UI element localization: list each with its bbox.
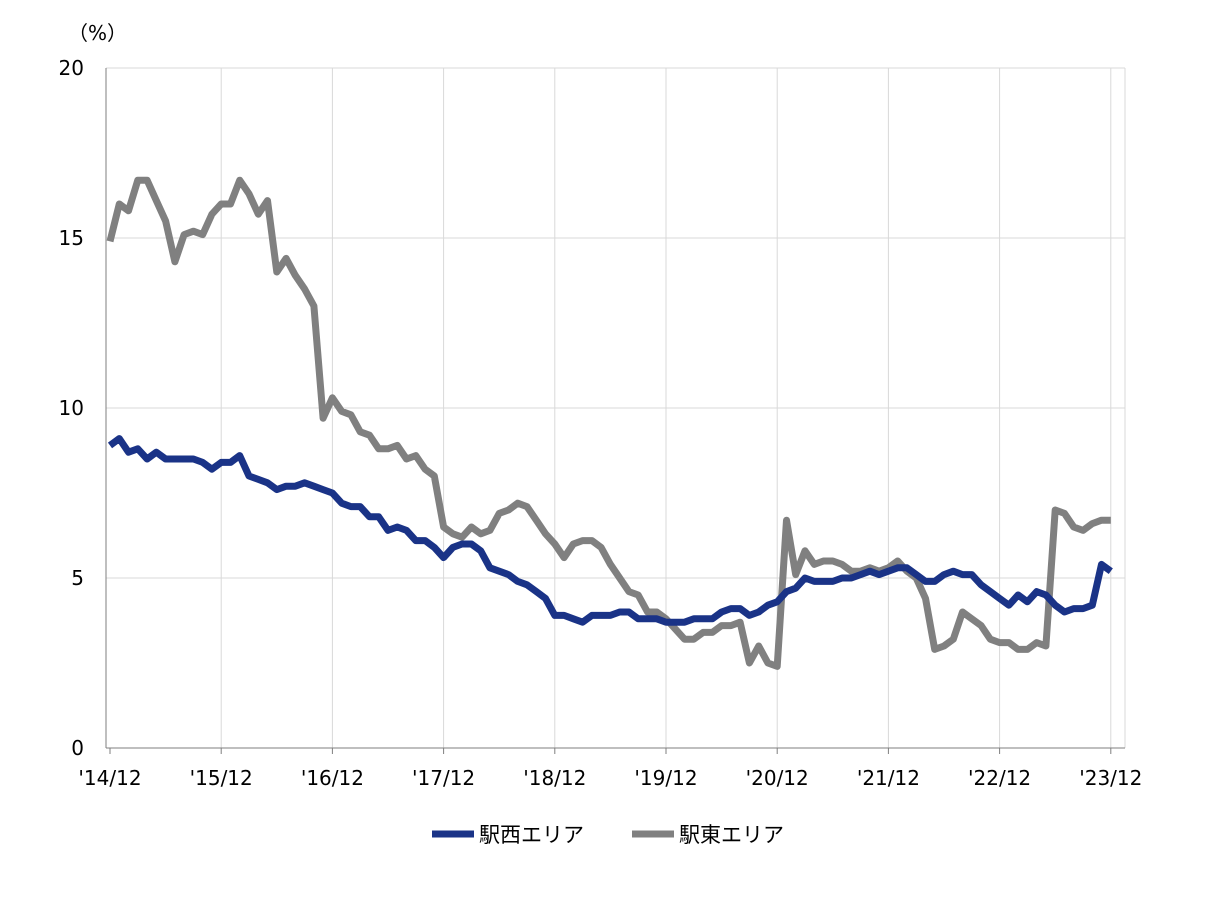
y-tick-label: 15: [59, 226, 84, 250]
y-tick-labels: 0 5 10 15 20: [59, 56, 84, 760]
legend-label-2: 駅東エリア: [679, 823, 784, 847]
gridlines: [106, 67, 1126, 754]
x-tick-label: '17/12: [412, 766, 475, 790]
x-tick-label: '22/12: [968, 766, 1031, 790]
x-tick-label: '16/12: [301, 766, 364, 790]
legend-label-1: 駅西エリア: [479, 823, 584, 847]
legend: 駅西エリア 駅東エリア: [432, 823, 784, 847]
y-tick-label: 0: [71, 736, 84, 760]
x-tick-label: '23/12: [1079, 766, 1142, 790]
x-tick-label: '19/12: [634, 766, 697, 790]
x-tick-label: '20/12: [746, 766, 809, 790]
y-tick-label: 5: [71, 566, 84, 590]
x-tick-label: '21/12: [857, 766, 920, 790]
x-tick-label: '18/12: [523, 766, 586, 790]
x-tick-label: '15/12: [190, 766, 253, 790]
x-tick-label: '14/12: [78, 766, 141, 790]
series-line-2: [106, 176, 1111, 670]
series-line-1: [107, 435, 1113, 626]
series-lines: [106, 176, 1113, 670]
axes: [105, 68, 1125, 749]
x-tick-labels: '14/12 '15/12 '16/12 '17/12 '18/12 '19/12 '20/…: [78, 766, 1142, 790]
y-axis-unit-label: （%）: [68, 21, 127, 45]
y-tick-label: 10: [59, 396, 84, 420]
y-tick-label: 20: [59, 56, 84, 80]
